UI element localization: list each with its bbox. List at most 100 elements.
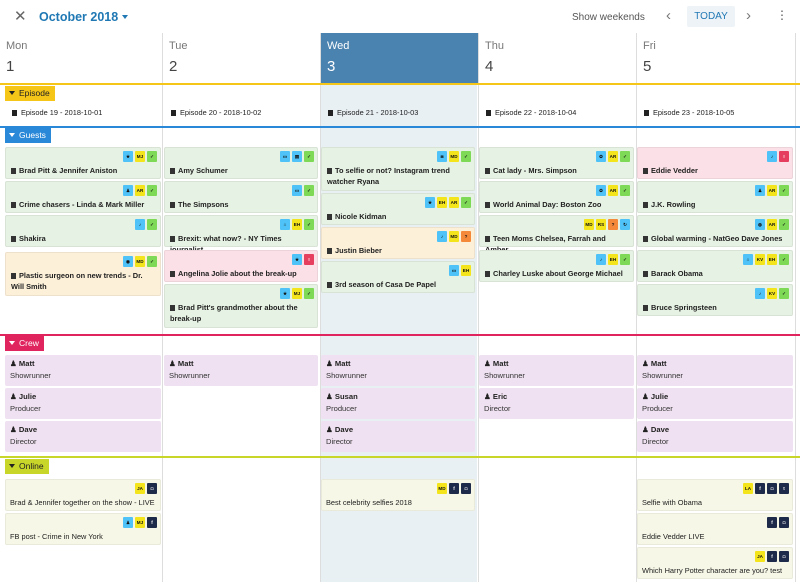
day-header-mon[interactable]: Mon 1 <box>0 33 162 83</box>
crew-card[interactable]: ♟ Susan Producer <box>321 388 475 419</box>
section-label: Guests <box>19 130 46 140</box>
guest-title-text: The Simpsons <box>178 200 229 209</box>
check-icon: ✓ <box>147 219 157 230</box>
crew-name-text: Eric <box>492 392 508 401</box>
crew-role: Showrunner <box>169 371 210 380</box>
person-icon: ♟ <box>642 359 651 368</box>
episode-item[interactable]: Episode 21 - 2018-10-03 <box>328 108 418 117</box>
crew-role: Director <box>484 404 511 413</box>
guest-card[interactable]: ♪ KV ✓ Bruce Springsteen <box>637 284 793 316</box>
online-card[interactable]: f ◘ Eddie Vedder LIVE <box>637 513 793 545</box>
day-name: Wed <box>327 40 350 52</box>
star-icon: ★ <box>425 197 435 208</box>
guest-card[interactable]: ★ MJ ✓ Brad Pitt & Jennifer Aniston <box>5 147 161 179</box>
section-toggle-guests[interactable]: Guests <box>5 128 51 143</box>
show-weekends-toggle[interactable]: Show weekends <box>572 12 645 23</box>
crew-card[interactable]: ♟ Julie Producer <box>5 388 161 419</box>
guest-card[interactable]: ♪! Eddie Vedder <box>637 147 793 179</box>
chevron-left-icon[interactable]: ‹ <box>666 7 671 24</box>
crew-card[interactable]: ♟ Dave Director <box>637 421 793 452</box>
crew-name-text: Susan <box>334 392 358 401</box>
guest-card[interactable]: ◉ MD ✓ Plastic surgeon on new trends - Dr. … <box>5 252 161 296</box>
crew-card[interactable]: ♟ Matt Showrunner <box>637 355 793 386</box>
person-icon: ♟ <box>484 359 493 368</box>
initials-tag-ar: AR <box>608 151 618 162</box>
guest-card[interactable]: ◍ AR ✓ Global warming - NatGeo Dave Jones <box>637 215 793 247</box>
initials-tag-ja: JA <box>135 483 145 494</box>
guest-card[interactable]: ◙ MD ✓ To selfie or not? Instagram trend wa… <box>321 147 475 191</box>
film-icon: ▤ <box>292 151 302 162</box>
online-card[interactable]: ♟ MJ f FB post - Crime in New York <box>5 513 161 545</box>
crew-name-text: Julie <box>18 392 37 401</box>
crew-card[interactable]: ♟ Matt Showrunner <box>164 355 318 386</box>
guest-card[interactable]: ♟ AR ✓ Crime chasers - Linda & Mark Miller <box>5 181 161 213</box>
online-card[interactable]: JA ◘ Brad & Jennifer together on the show … <box>5 479 161 511</box>
guest-card[interactable]: ⌂EH✓ Brexit: what now? - NY Times journal… <box>164 215 318 254</box>
crew-card[interactable]: ♟ Matt Showrunner <box>479 355 634 386</box>
check-icon: ✓ <box>304 219 314 230</box>
section-toggle-episode[interactable]: Episode <box>5 86 55 101</box>
online-card[interactable]: LA f ◘ t Selfie with Obama <box>637 479 793 511</box>
guest-card[interactable]: ▭ ▤ ✓ Amy Schumer <box>164 147 318 179</box>
day-header-wed[interactable]: Wed 3 <box>321 33 478 83</box>
episode-item[interactable]: Episode 22 - 2018-10-04 <box>486 108 576 117</box>
guest-card[interactable]: ★ EH AR ✓ Nicole Kidman <box>321 193 475 225</box>
guest-card[interactable]: ♪ EH ✓ Charley Luske about George Michael <box>479 250 634 282</box>
day-header-fri[interactable]: Fri 5 <box>637 33 795 83</box>
initials-tag-mj: MJ <box>135 517 145 528</box>
guest-card[interactable]: ♪ MD? Justin Bieber <box>321 227 475 259</box>
tag-group: ⌂ KV EH ✓ <box>743 254 789 265</box>
question-icon: ? <box>461 231 471 242</box>
day-number: 1 <box>6 58 15 75</box>
guest-card[interactable]: ★ MJ ✓ Brad Pitt's grandmother about the br… <box>164 284 318 328</box>
day-header-tue[interactable]: Tue 2 <box>163 33 319 83</box>
guest-card[interactable]: ♪ ✓ Shakira <box>5 215 161 247</box>
globe-icon: ◍ <box>755 219 765 230</box>
crew-card[interactable]: ♟ Dave Director <box>5 421 161 452</box>
guest-card[interactable]: ⌂ KV EH ✓ Barack Obama <box>637 250 793 282</box>
check-icon: ✓ <box>304 151 314 162</box>
guest-card[interactable]: ▭ EH 3rd season of Casa De Papel <box>321 261 475 293</box>
guest-card[interactable]: ★! Angelina Jolie about the break-up <box>164 250 318 282</box>
section-toggle-online[interactable]: Online <box>5 459 49 474</box>
section-toggle-crew[interactable]: Crew <box>5 336 44 351</box>
chevron-right-icon[interactable]: › <box>746 7 751 24</box>
episode-item[interactable]: Episode 20 - 2018-10-02 <box>171 108 261 117</box>
chevron-down-icon <box>122 15 129 19</box>
crew-card[interactable]: ♟ Julie Producer <box>637 388 793 419</box>
tv-icon: ▭ <box>449 265 459 276</box>
guest-title: Brexit: what now? - NY Times journalist <box>170 233 313 255</box>
guest-card[interactable]: ▭ ✓ The Simpsons <box>164 181 318 213</box>
episode-item[interactable]: Episode 19 - 2018-10-01 <box>12 108 102 117</box>
guest-card[interactable]: ✿ AR ✓ World Animal Day: Boston Zoo <box>479 181 634 213</box>
crew-card[interactable]: ♟ Dave Director <box>321 421 475 452</box>
close-icon[interactable]: ✕ <box>14 8 27 25</box>
initials-tag-eh: EH <box>608 254 618 265</box>
check-icon: ✓ <box>779 288 789 299</box>
instagram-icon: ◘ <box>779 517 789 528</box>
crew-card[interactable]: ♟ Matt Showrunner <box>5 355 161 386</box>
more-vertical-icon[interactable]: ⋮ <box>776 8 788 22</box>
online-card[interactable]: JA f ◘ Which Harry Potter character are you… <box>637 547 793 579</box>
initials-tag-eh: EH <box>767 254 777 265</box>
day-header-thu[interactable]: Thu 4 <box>479 33 636 83</box>
guest-card[interactable]: ✿ AR ✓ Cat lady - Mrs. Simpson <box>479 147 634 179</box>
crew-card[interactable]: ♟ Eric Director <box>479 388 634 419</box>
today-button[interactable]: TODAY <box>687 6 735 27</box>
initials-tag-md: MD <box>437 483 447 494</box>
guest-title-text: J.K. Rowling <box>651 200 696 209</box>
crew-card[interactable]: ♟ Matt Showrunner <box>321 355 475 386</box>
refresh-icon: ↻ <box>620 219 630 230</box>
initials-tag-la: LA <box>743 483 753 494</box>
guest-title: Eddie Vedder <box>643 165 788 176</box>
episode-item[interactable]: Episode 23 - 2018-10-05 <box>644 108 734 117</box>
guest-card[interactable]: ♟ AR ✓ J.K. Rowling <box>637 181 793 213</box>
month-selector[interactable]: October 2018 <box>39 10 129 24</box>
guest-title: Barack Obama <box>643 268 788 279</box>
tag-group: ♟ AR ✓ <box>123 185 157 196</box>
online-card[interactable]: MD f ◘ Best celebrity selfies 2018 <box>321 479 475 511</box>
guest-title: Angelina Jolie about the break-up <box>170 268 313 279</box>
episode-label: Episode 23 - 2018-10-05 <box>653 108 735 117</box>
instagram-icon: ◘ <box>767 483 777 494</box>
